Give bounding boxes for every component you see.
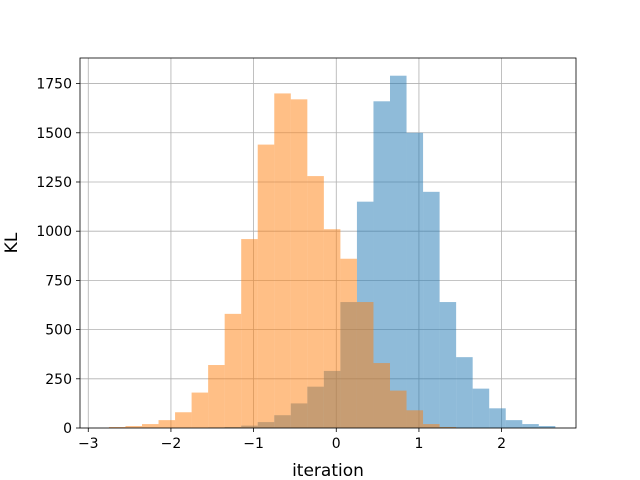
- histogram-bar-series-2: [158, 420, 176, 428]
- histogram-bar-series-1: [423, 191, 440, 428]
- y-tick-label: 500: [45, 323, 72, 339]
- histogram-bar-series-1: [406, 132, 424, 428]
- y-tick-label: 1250: [36, 175, 72, 191]
- histogram-bar-series-1: [522, 424, 539, 428]
- x-tick-label: 2: [497, 436, 506, 452]
- histogram-bar-series-2: [406, 410, 424, 428]
- x-tick-label: 0: [332, 436, 341, 452]
- x-tick-label: −1: [243, 436, 264, 452]
- y-axis-label: KL: [2, 232, 22, 253]
- histogram-bar-series-2: [373, 363, 390, 428]
- histogram-bar-series-1: [505, 420, 523, 428]
- histogram-bar-series-1: [439, 302, 457, 428]
- histogram-bar-series-2: [125, 426, 142, 428]
- y-tick-label: 1500: [36, 126, 72, 142]
- histogram-bar-series-2: [290, 99, 308, 429]
- histogram-bar-series-2: [340, 258, 357, 428]
- histogram-bar-series-2: [390, 390, 407, 428]
- histogram-bar-series-1: [373, 101, 390, 428]
- y-tick-label: 750: [45, 273, 72, 289]
- histogram-bar-series-2: [439, 427, 457, 428]
- y-tick-label: 0: [63, 421, 72, 437]
- histogram-bar-series-2: [307, 176, 324, 428]
- x-tick-label: 1: [414, 436, 423, 452]
- histogram-bar-series-2: [356, 302, 374, 428]
- y-tick-label: 1000: [36, 224, 72, 240]
- histogram-bar-series-2: [175, 412, 192, 428]
- axis-ticks: −3 −2 −1 0 1 2 0 250 500 750 1000 1250 1500 1750: [36, 77, 506, 452]
- histogram-bar-series-2: [142, 424, 159, 428]
- x-axis-label: iteration: [292, 461, 364, 480]
- histogram-bar-series-2: [241, 239, 258, 428]
- histogram-bar-series-2: [224, 313, 242, 428]
- histogram-bar-series-2: [274, 93, 291, 428]
- histogram-bar-series-1: [390, 75, 407, 428]
- x-tick-label: −3: [78, 436, 99, 452]
- histogram-bar-series-1: [489, 408, 506, 428]
- histogram-bar-series-2: [108, 427, 126, 428]
- histogram-bar-series-2: [191, 392, 209, 428]
- y-tick-label: 1750: [36, 77, 72, 93]
- histogram-bar-series-1: [472, 388, 490, 428]
- histogram-bars: [108, 75, 556, 429]
- histogram-bar-series-2: [208, 365, 225, 428]
- histogram-bar-series-2: [423, 424, 440, 428]
- histogram-bar-series-2: [257, 144, 275, 428]
- histogram-bar-series-2: [323, 229, 341, 428]
- histogram-bar-series-1: [538, 426, 556, 428]
- histogram-bar-series-1: [456, 357, 473, 428]
- y-tick-label: 250: [45, 372, 72, 388]
- x-tick-label: −2: [161, 436, 182, 452]
- plot-frame: [79, 57, 577, 429]
